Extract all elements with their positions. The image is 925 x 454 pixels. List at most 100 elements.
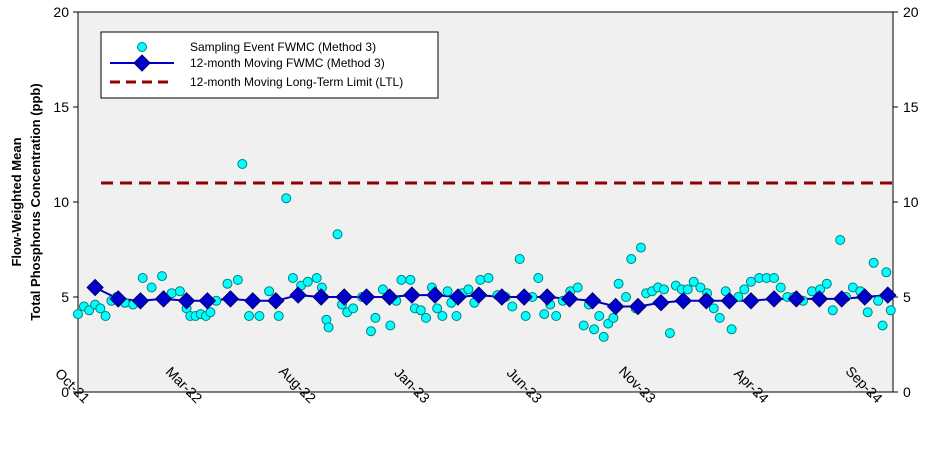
- sampling-point: [695, 282, 706, 293]
- moving-fwmc-point: [765, 290, 783, 308]
- sampling-point: [885, 305, 896, 316]
- moving-fwmc-point: [267, 292, 285, 310]
- sampling-point: [232, 274, 243, 285]
- sampling-point: [100, 311, 111, 321]
- sampling-point: [415, 305, 426, 316]
- sampling-point: [827, 305, 838, 316]
- legend-label-sampling: Sampling Event FWMC (Method 3): [190, 40, 376, 54]
- sampling-point: [437, 311, 448, 321]
- moving-fwmc-point: [674, 292, 693, 310]
- y-tick-label-right: 20: [903, 4, 919, 20]
- sampling-point: [688, 276, 699, 287]
- sampling-point: [302, 276, 313, 287]
- sampling-point: [146, 282, 157, 293]
- sampling-point: [377, 284, 388, 295]
- sampling-point: [806, 286, 817, 297]
- sampling-point: [237, 159, 248, 169]
- sampling-point: [370, 312, 381, 323]
- sampling-point: [254, 311, 265, 321]
- y-tick-label-left: 20: [53, 4, 69, 20]
- sampling-point: [714, 312, 725, 323]
- y-axis-title-line2: Total Phosphorus Concentration (ppb): [28, 83, 43, 320]
- sampling-point: [621, 292, 632, 302]
- y-tick-label-left: 10: [53, 194, 69, 210]
- sampling-point: [658, 284, 669, 295]
- sampling-point: [539, 309, 550, 320]
- sampling-point: [726, 324, 737, 335]
- moving-fwmc-point: [652, 293, 670, 312]
- sampling-point: [432, 303, 443, 314]
- y-axis-title-line1: Flow-Weighted Mean: [9, 137, 24, 266]
- sampling-point: [533, 273, 544, 283]
- moving-fwmc-point: [879, 286, 897, 304]
- sampling-point: [311, 273, 322, 283]
- sampling-point: [520, 311, 531, 321]
- moving-fwmc-point: [403, 286, 421, 304]
- sampling-point: [507, 301, 518, 312]
- sampling-point: [244, 311, 255, 321]
- sampling-point: [463, 284, 474, 295]
- sampling-point: [332, 229, 343, 240]
- sampling-point: [877, 320, 888, 331]
- sampling-point: [451, 311, 462, 321]
- moving-fwmc-point: [583, 292, 602, 310]
- sampling-point: [572, 282, 583, 293]
- legend-label-ltl: 12-month Moving Long-Term Limit (LTL): [190, 75, 403, 89]
- sampling-point: [835, 235, 846, 245]
- sampling-point: [396, 274, 407, 285]
- sampling-point: [551, 311, 562, 321]
- moving-fwmc-point: [697, 292, 716, 310]
- legend-label-moving: 12-month Moving FWMC (Method 3): [190, 56, 385, 70]
- moving-fwmc-point: [787, 290, 806, 308]
- sampling-point: [365, 326, 376, 337]
- legend-box: [100, 31, 439, 99]
- y-tick-label-right: 10: [903, 194, 919, 210]
- sampling-point: [84, 305, 95, 316]
- sampling-point: [745, 276, 756, 287]
- y-tick-label-right: 15: [903, 99, 919, 115]
- sampling-point: [137, 273, 148, 283]
- sampling-point: [222, 278, 233, 289]
- y-tick-label-right: 5: [903, 289, 911, 305]
- moving-fwmc-point: [177, 292, 196, 310]
- sampling-point: [635, 242, 646, 253]
- legend-marker-sampling: [137, 42, 147, 52]
- sampling-point: [821, 278, 832, 289]
- moving-fwmc-point: [86, 278, 104, 297]
- y-tick-label-left: 15: [53, 99, 69, 115]
- moving-fwmc-point: [606, 297, 625, 316]
- sampling-point: [873, 295, 884, 306]
- moving-fwmc-point: [357, 288, 376, 306]
- sampling-point: [421, 312, 432, 323]
- sampling-point: [323, 322, 334, 333]
- sampling-point: [95, 303, 106, 314]
- sampling-point: [157, 271, 168, 282]
- sampling-point: [174, 286, 185, 297]
- sampling-point: [578, 320, 589, 331]
- sampling-point: [608, 312, 619, 323]
- moving-fwmc-point: [515, 288, 533, 306]
- y-tick-label-left: 0: [61, 384, 69, 400]
- moving-fwmc-point: [154, 290, 173, 308]
- sampling-point: [205, 307, 216, 318]
- sampling-point: [483, 273, 494, 283]
- sampling-point: [769, 273, 780, 283]
- sampling-point: [287, 273, 298, 283]
- moving-fwmc-point: [493, 288, 511, 306]
- sampling-point: [598, 331, 609, 342]
- moving-fwmc-point: [380, 288, 399, 306]
- sampling-point: [613, 278, 624, 289]
- moving-fwmc-point: [720, 292, 739, 310]
- moving-fwmc-point: [629, 297, 647, 316]
- sampling-point: [442, 286, 453, 297]
- moving-fwmc-point: [289, 286, 307, 304]
- data-layer: [73, 159, 897, 342]
- sampling-point: [514, 254, 525, 264]
- moving-fwmc-point: [856, 288, 874, 306]
- y-tick-label-left: 5: [61, 289, 69, 305]
- moving-fwmc-point: [470, 286, 488, 304]
- sampling-point: [405, 274, 416, 285]
- moving-fwmc-point: [538, 288, 556, 306]
